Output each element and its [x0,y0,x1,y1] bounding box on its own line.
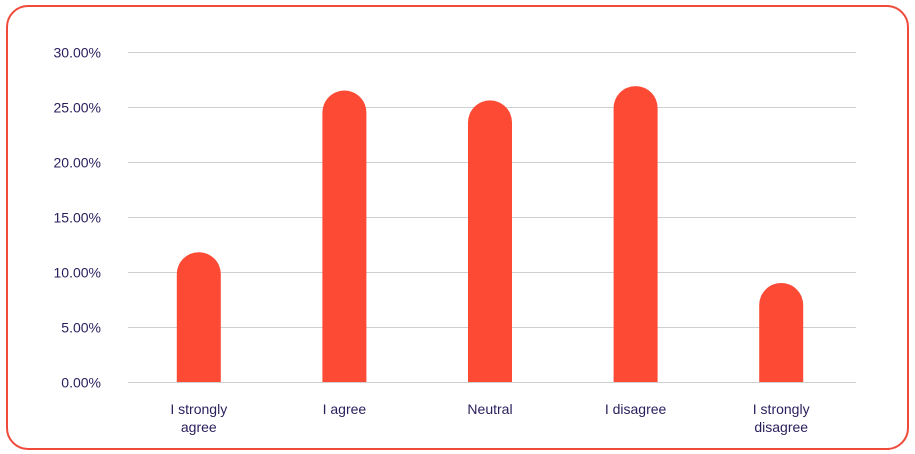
y-tick-label: 0.00% [61,375,101,391]
bar [614,86,658,382]
y-tick-label: 20.00% [54,155,101,171]
x-category-label-line: I agree [323,401,367,417]
x-category-label-line: Neutral [467,401,512,417]
x-category-label-line: agree [181,419,217,435]
x-category-label-line: I disagree [605,401,667,417]
x-category-label-line: I strongly [170,401,227,417]
y-tick-label: 30.00% [54,45,101,61]
y-tick-label: 15.00% [54,210,101,226]
bar [468,100,512,382]
y-tick-label: 5.00% [61,320,101,336]
bar [322,91,366,382]
x-category-label-line: I strongly [753,401,810,417]
bar [177,252,221,382]
x-category-label-line: disagree [754,419,808,435]
bars [177,86,803,382]
x-category-label: I disagree [605,401,667,417]
x-category-label: I strongly disagree [753,401,810,435]
bar [759,283,803,382]
x-axis-category-labels: I strongly agree I agree Neutral I disagree I… [170,401,809,435]
x-category-label: I agree [323,401,367,417]
y-tick-label: 25.00% [54,100,101,116]
x-category-label: I strongly agree [170,401,227,435]
y-axis-tick-labels: 0.00% 5.00% 10.00% 15.00% 20.00% 25.00% 30.00% [54,45,101,391]
x-category-label: Neutral [467,401,512,417]
y-tick-label: 10.00% [54,265,101,281]
